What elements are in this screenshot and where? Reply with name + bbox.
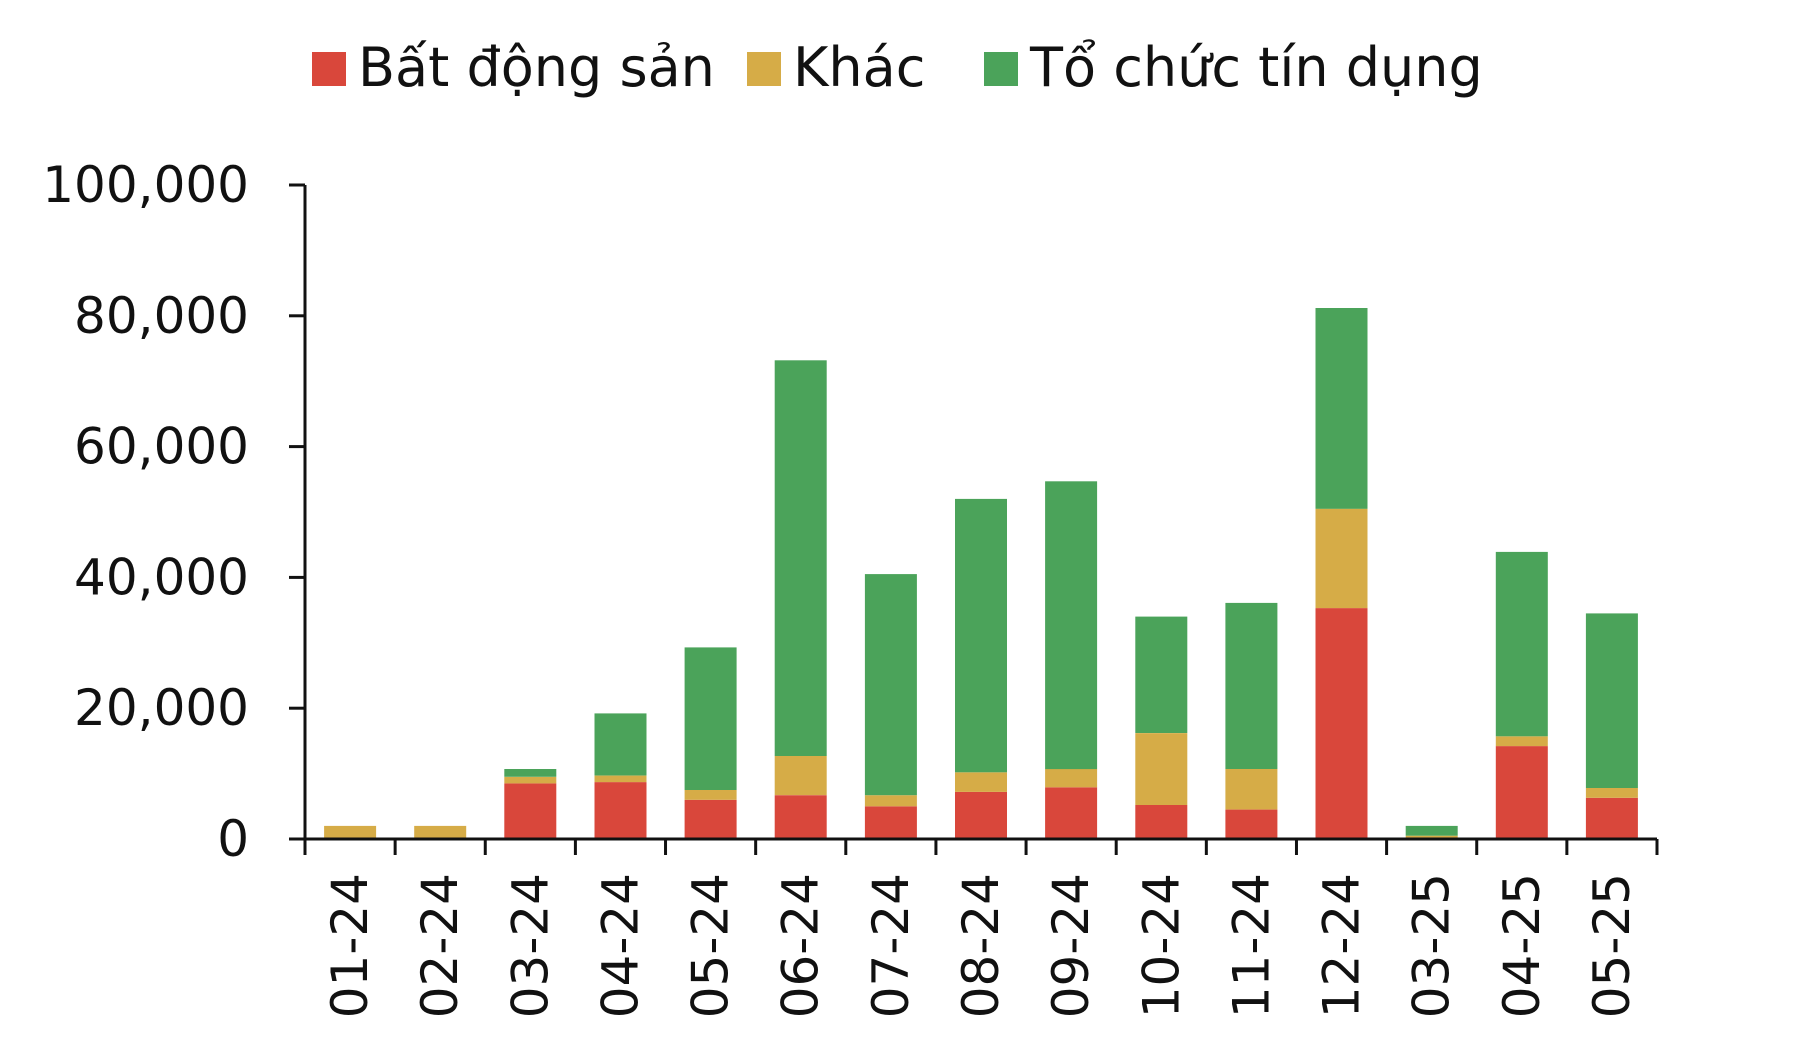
legend-swatch-1 [747,52,781,86]
bar-segment-10-24-series-1 [1135,733,1188,805]
bar-segment-04-24-series-0 [594,782,647,839]
x-tick-label: 04-24 [591,873,649,1018]
x-tick-label: 05-25 [1583,873,1641,1018]
bar-segment-05-25-series-2 [1585,613,1638,788]
bar-segment-04-25-series-0 [1495,746,1548,839]
bar-segment-01-24-series-1 [324,825,377,839]
bar-segment-06-24-series-0 [774,795,827,839]
bar-segment-11-24-series-1 [1225,769,1278,810]
y-tick-label: 100,000 [42,156,249,214]
bar-segment-04-25-series-1 [1495,736,1548,747]
legend-label-2: Tổ chức tín dụng [1029,36,1483,99]
bar-segment-10-24-series-0 [1135,805,1188,839]
bar-segment-12-24-series-1 [1315,508,1368,609]
bar-segment-03-24-series-0 [504,783,557,839]
bar-segment-02-24-series-1 [414,825,467,839]
x-tick-label: 01-24 [321,873,379,1018]
bar-segment-06-24-series-2 [774,360,827,756]
y-tick-label: 60,000 [74,418,249,476]
y-tick-label: 40,000 [74,548,249,606]
bar-segment-05-25-series-1 [1585,788,1638,798]
bar-segment-03-24-series-2 [504,769,557,777]
bar-segment-05-24-series-2 [684,647,737,790]
bar-segment-11-24-series-0 [1225,809,1278,839]
x-tick-label: 02-24 [411,873,469,1018]
bar-segment-03-24-series-1 [504,776,557,784]
y-tick-label: 0 [217,810,249,868]
x-tick-label: 06-24 [772,873,830,1018]
legend: Bất động sản Khác Tổ chức tín dụng [312,36,1483,99]
legend-label-1: Khác [793,36,925,99]
x-tick-label: 03-25 [1403,873,1461,1018]
bar-segment-04-24-series-1 [594,775,647,783]
x-tick-label: 03-24 [501,873,559,1018]
bar-segment-08-24-series-0 [955,791,1007,839]
bar-segment-10-24-series-2 [1135,616,1188,733]
x-tick-label: 12-24 [1313,873,1371,1018]
bar-segment-09-24-series-1 [1045,769,1098,788]
x-tick-label: 04-25 [1493,873,1551,1018]
bar-segment-05-24-series-1 [684,790,737,800]
x-tick-label: 09-24 [1042,873,1100,1018]
x-tick-label: 10-24 [1132,873,1190,1018]
bar-segment-07-24-series-2 [864,574,917,796]
axes-layer: 0 20,000 40,000 60,000 80,000 100,000 01-24 02-… [42,156,1659,1018]
bar-segment-04-24-series-2 [594,713,647,776]
bar-segment-05-25-series-0 [1585,797,1638,839]
legend-swatch-2 [984,52,1018,86]
x-tick-label: 11-24 [1222,873,1280,1018]
bar-segment-05-24-series-0 [684,799,737,839]
bar-segment-08-24-series-2 [955,498,1007,773]
bar-segment-03-25-series-1 [1405,835,1458,839]
y-tick-label: 80,000 [74,287,249,345]
bar-segment-07-24-series-1 [864,795,917,807]
bar-segment-11-24-series-2 [1225,602,1278,769]
bar-segment-06-24-series-1 [774,755,827,796]
bar-segment-07-24-series-0 [864,806,917,839]
x-tick-label: 05-24 [682,873,740,1018]
y-tick-label: 20,000 [74,679,249,737]
bar-segment-12-24-series-2 [1315,308,1368,509]
legend-label-0: Bất động sản [358,36,715,99]
bar-segment-04-25-series-2 [1495,551,1548,737]
bars-layer [324,308,1638,839]
bar-segment-12-24-series-0 [1315,608,1368,839]
x-tick-label: 08-24 [952,873,1010,1018]
x-tick-label: 07-24 [862,873,920,1018]
legend-swatch-0 [312,52,346,86]
bar-segment-09-24-series-2 [1045,481,1098,770]
bar-segment-03-25-series-2 [1405,825,1458,836]
bar-segment-08-24-series-1 [955,772,1007,792]
bar-segment-09-24-series-0 [1045,787,1098,839]
